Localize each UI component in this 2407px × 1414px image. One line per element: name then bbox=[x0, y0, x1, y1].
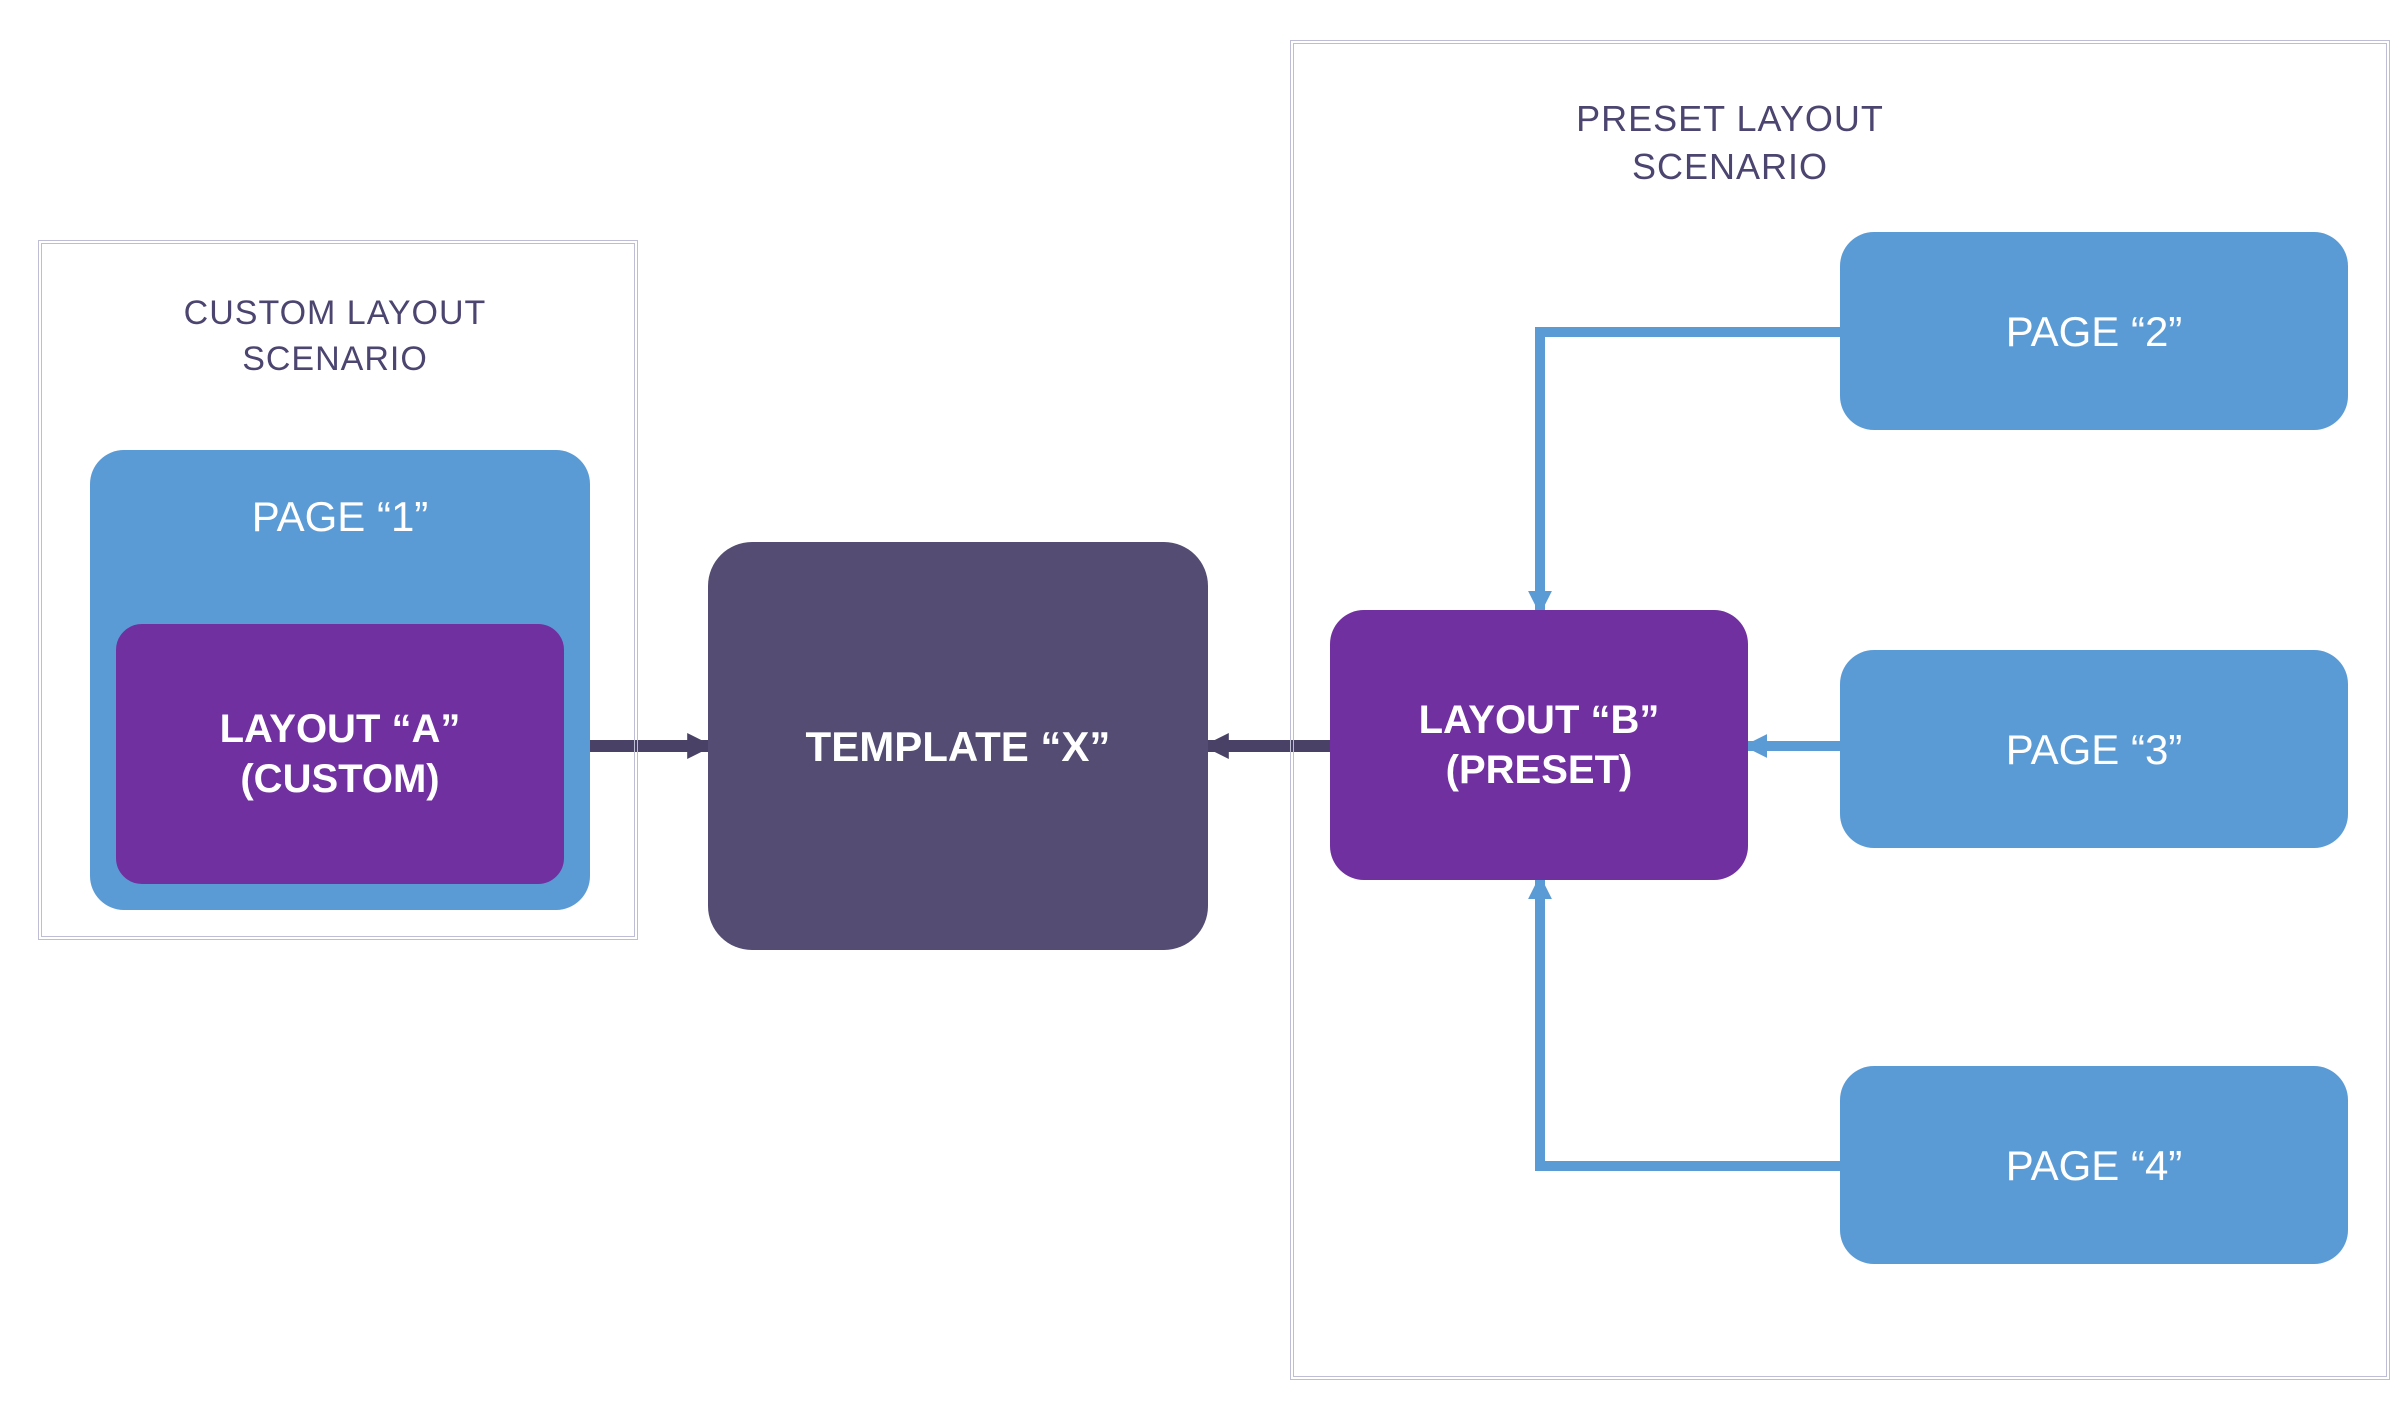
page-4: PAGE “4” bbox=[1840, 1066, 2348, 1264]
layout-a: LAYOUT “A” (CUSTOM) bbox=[112, 620, 568, 888]
page-3: PAGE “3” bbox=[1840, 650, 2348, 848]
preset-scenario-frame-title: PRESET LAYOUT SCENARIO bbox=[1470, 95, 1990, 191]
diagram-canvas: CUSTOM LAYOUT SCENARIO PRESET LAYOUT SCEN… bbox=[0, 0, 2407, 1414]
custom-scenario-frame-title: CUSTOM LAYOUT SCENARIO bbox=[120, 290, 550, 382]
template-x: TEMPLATE “X” bbox=[708, 542, 1208, 950]
page-2: PAGE “2” bbox=[1840, 232, 2348, 430]
layout-b: LAYOUT “B” (PRESET) bbox=[1330, 610, 1748, 880]
